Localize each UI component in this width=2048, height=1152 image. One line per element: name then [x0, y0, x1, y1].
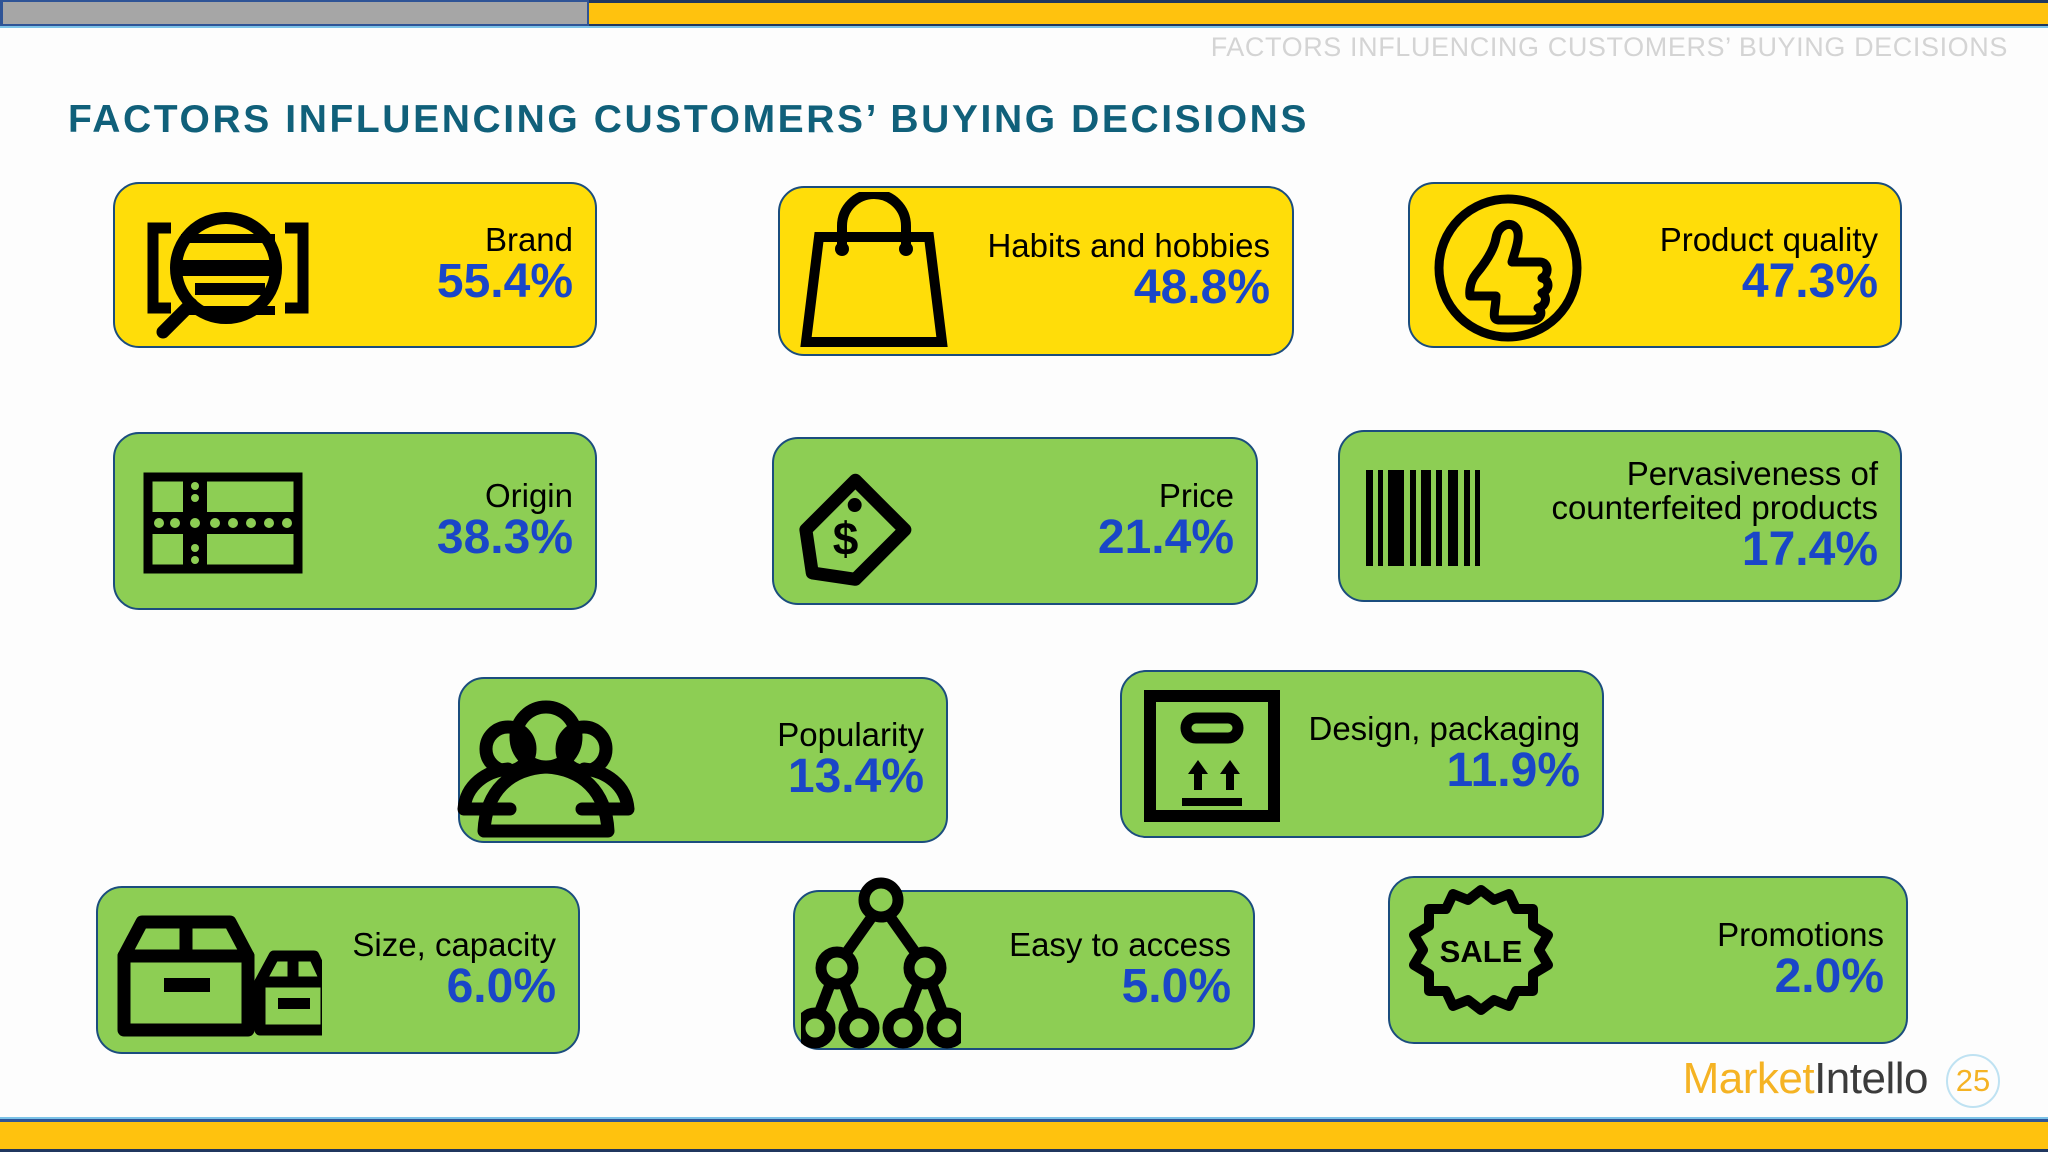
- card-label: Habits and hobbies: [987, 226, 1270, 264]
- card-label: Brand: [484, 220, 573, 258]
- card-value: 2.0%: [1774, 950, 1884, 1004]
- two-boxes-icon: [112, 906, 322, 1046]
- sale-starburst-icon: SALE: [1406, 884, 1556, 1036]
- card-text: Design, packaging 11.9%: [1308, 712, 1602, 797]
- card-value: 48.8%: [1133, 261, 1270, 315]
- page-title: FACTORS INFLUENCING CUSTOMERS’ BUYING DE…: [68, 98, 1310, 141]
- card-label: Popularity: [777, 715, 924, 753]
- card-label: Price: [1158, 476, 1234, 514]
- card-text: Promotions 2.0%: [1717, 918, 1906, 1003]
- bottom-rule: [0, 1119, 2048, 1122]
- svg-text:$: $: [833, 512, 859, 564]
- card-value: 47.3%: [1741, 255, 1878, 309]
- factor-card-size-capacity[interactable]: Size, capacity 6.0%: [96, 886, 580, 1054]
- top-decorative-bar: [0, 0, 2048, 26]
- card-text: Brand 55.4%: [437, 223, 595, 308]
- card-text: Size, capacity 6.0%: [352, 928, 578, 1013]
- card-text: Pervasiveness of counterfeited products …: [1480, 454, 1900, 577]
- factor-card-origin[interactable]: Origin 38.3%: [113, 432, 597, 610]
- card-value: 38.3%: [436, 511, 573, 565]
- factor-card-price[interactable]: $ Price 21.4%: [772, 437, 1258, 605]
- factor-card-habits-and-hobbies[interactable]: Habits and hobbies 48.8%: [778, 186, 1294, 356]
- card-label: Size, capacity: [352, 925, 556, 963]
- card-value: 5.0%: [1121, 960, 1231, 1014]
- running-header-title: FACTORS INFLUENCING CUSTOMERS’ BUYING DE…: [1210, 32, 2008, 62]
- card-value: 6.0%: [446, 960, 556, 1014]
- factor-card-pervasiveness-counterfeited[interactable]: Pervasiveness of counterfeited products …: [1338, 430, 1902, 602]
- page-number-badge: 25: [1946, 1054, 2000, 1108]
- card-value: 11.9%: [1446, 744, 1580, 798]
- brand-logo: MarketIntello: [1682, 1054, 1929, 1104]
- factor-card-brand[interactable]: Brand 55.4%: [113, 182, 597, 348]
- card-text: Habits and hobbies 48.8%: [987, 229, 1292, 314]
- card-label: Origin: [484, 476, 573, 514]
- svg-text:SALE: SALE: [1440, 934, 1523, 969]
- barcode-icon: [1364, 470, 1482, 566]
- thumbs-up-circle-icon: [1428, 188, 1588, 348]
- factor-card-popularity[interactable]: Popularity 13.4%: [457, 677, 948, 843]
- factor-card-product-quality[interactable]: Product quality 47.3%: [1408, 182, 1902, 348]
- card-value: 17.4%: [1741, 523, 1878, 577]
- card-text: Easy to access 5.0%: [1009, 928, 1253, 1013]
- card-value: 13.4%: [787, 750, 924, 804]
- top-bar-yellow-segment: [589, 0, 2048, 26]
- card-text: Product quality 47.3%: [1660, 223, 1900, 308]
- logo-market-text: Market: [1682, 1054, 1815, 1103]
- card-text: Origin 38.3%: [437, 479, 595, 564]
- card-text: Popularity 13.4%: [777, 718, 946, 803]
- card-label: Promotions: [1717, 915, 1884, 953]
- card-label: Product quality: [1659, 220, 1878, 258]
- card-value: 21.4%: [1097, 511, 1234, 565]
- bottom-thin-rule: [0, 1117, 2048, 1119]
- top-bar-gray-segment: [0, 0, 589, 26]
- network-tree-icon: [801, 874, 961, 1054]
- logo-intello-text: Intello: [1814, 1054, 1928, 1103]
- price-tag-icon: $: [796, 457, 936, 587]
- flag-origin-icon: [143, 472, 303, 574]
- factor-card-promotions[interactable]: SALE Promotions 2.0%: [1388, 876, 1908, 1044]
- factor-card-easy-to-access[interactable]: Easy to access 5.0%: [793, 877, 1255, 1050]
- magnifier-document-icon: [133, 190, 323, 345]
- card-label: Design, packaging: [1308, 709, 1580, 747]
- card-label: Pervasiveness of counterfeited products: [1551, 454, 1878, 526]
- package-box-icon: [1144, 690, 1280, 822]
- shopping-bag-icon: [794, 192, 954, 352]
- people-group-icon: [450, 685, 640, 845]
- factor-card-design-packaging[interactable]: Design, packaging 11.9%: [1120, 670, 1604, 838]
- card-value: 55.4%: [436, 255, 573, 309]
- card-label: Easy to access: [1009, 925, 1231, 963]
- bottom-decorative-bar: [0, 1122, 2048, 1152]
- card-text: Price 21.4%: [1098, 479, 1256, 564]
- top-bar-underline: [0, 26, 2048, 28]
